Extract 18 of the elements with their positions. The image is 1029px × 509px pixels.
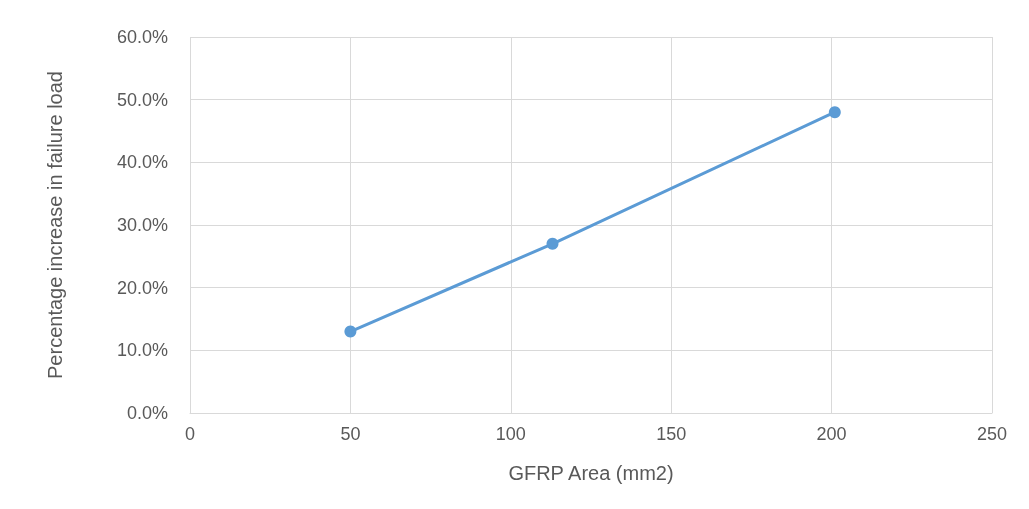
x-tick-label: 150: [656, 424, 687, 444]
x-tick-label: 0: [184, 424, 196, 444]
point: [344, 325, 357, 338]
x-axis-title: GFRP Area (mm2): [508, 462, 674, 484]
x-tick-label: 50: [340, 424, 361, 444]
y-tick-label: 0.0%: [126, 403, 168, 423]
y-tick-label: 10.0%: [116, 340, 168, 361]
x-tick-label: 250: [976, 424, 1008, 444]
y-tick-label: 60.0%: [116, 27, 168, 47]
point: [546, 237, 559, 250]
point: [828, 106, 841, 119]
y-tick-label: 50.0%: [116, 89, 168, 110]
y-tick-label: 30.0%: [116, 215, 168, 235]
y-tick-label: 20.0%: [116, 277, 168, 298]
y-axis-title: Percentage increase in failure load: [44, 71, 66, 379]
x-tick-label: 200: [816, 424, 847, 444]
y-tick-label: 40.0%: [116, 152, 168, 173]
x-tick-label: 100: [495, 424, 526, 444]
